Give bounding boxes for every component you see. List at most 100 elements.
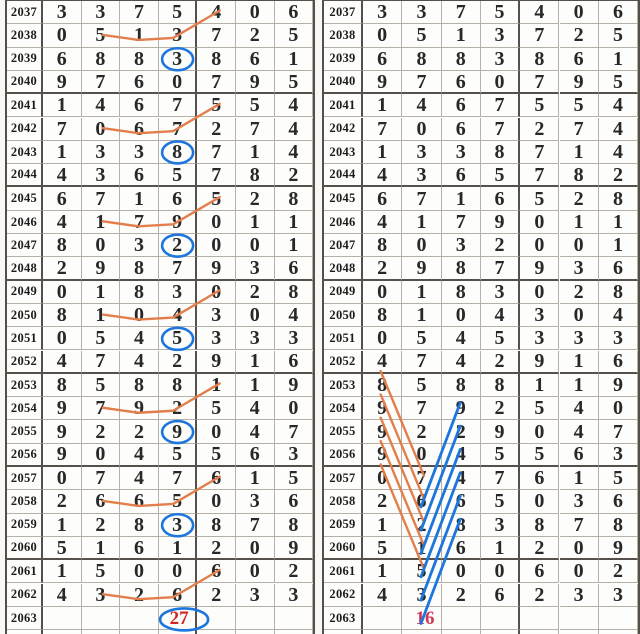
row-label: 2043 bbox=[324, 140, 363, 165]
digit-cell: 5 bbox=[158, 327, 198, 351]
digit-cell: 7 bbox=[274, 420, 314, 444]
digit-cell: 7 bbox=[81, 187, 121, 211]
digit-cell: 5 bbox=[480, 1, 521, 25]
row-label bbox=[324, 630, 363, 634]
digit-cell: 6 bbox=[441, 164, 481, 188]
row-label: 2060 bbox=[7, 536, 43, 561]
digit-cell: 8 bbox=[480, 373, 521, 398]
digit-cell: 7 bbox=[81, 467, 121, 491]
digit-cell: 0 bbox=[158, 560, 198, 584]
digit-cell: 7 bbox=[120, 1, 159, 25]
digit-cell: 2 bbox=[559, 280, 599, 304]
digit-cell: 1 bbox=[559, 210, 599, 234]
digit-cell: 9 bbox=[197, 257, 236, 281]
digit-cell: 2 bbox=[402, 420, 442, 444]
digit-cell: 0 bbox=[363, 24, 403, 48]
digit-cell: 3 bbox=[81, 583, 121, 607]
digit-cell: 3 bbox=[559, 490, 599, 514]
digit-cell bbox=[197, 606, 236, 631]
digit-cell: 6 bbox=[363, 187, 403, 211]
digit-cell: 2 bbox=[480, 350, 521, 374]
digit-cell: 0 bbox=[197, 420, 236, 444]
digit-cell: 9 bbox=[197, 350, 236, 374]
digit-cell: 7 bbox=[81, 397, 121, 421]
digit-cell: 5 bbox=[81, 373, 121, 398]
digit-cell: 7 bbox=[441, 1, 481, 25]
row-label: 2058 bbox=[7, 490, 43, 514]
digit-cell bbox=[560, 630, 599, 634]
digit-cell: 0 bbox=[43, 280, 82, 304]
digit-cell: 6 bbox=[480, 583, 521, 607]
digit-cell: 4 bbox=[236, 397, 275, 421]
digit-cell: 7 bbox=[197, 140, 236, 165]
digit-cell: 4 bbox=[363, 210, 403, 234]
digit-cell: 2 bbox=[441, 583, 481, 607]
digit-cell: 4 bbox=[441, 327, 481, 351]
digit-cell: 3 bbox=[598, 327, 639, 351]
digit-cell: 0 bbox=[197, 210, 236, 234]
digit-cell: 4 bbox=[43, 164, 82, 188]
digit-cell: 2 bbox=[480, 234, 521, 258]
digit-cell: 3 bbox=[480, 513, 521, 537]
digit-cell: 2 bbox=[236, 187, 275, 211]
digit-cell: 1 bbox=[441, 24, 481, 48]
row-label: 2046 bbox=[324, 210, 363, 234]
digit-cell: 8 bbox=[480, 140, 521, 165]
digit-cell: 5 bbox=[197, 94, 236, 118]
digit-cell: 8 bbox=[363, 373, 403, 398]
digit-cell: 4 bbox=[598, 117, 639, 141]
digit-cell: 6 bbox=[274, 490, 314, 514]
row-label: 2063 bbox=[7, 606, 43, 631]
digit-cell: 3 bbox=[402, 1, 442, 25]
digit-cell: 8 bbox=[274, 513, 314, 537]
digit-cell: 5 bbox=[598, 70, 639, 95]
digit-cell: 9 bbox=[402, 257, 442, 281]
digit-cell: 0 bbox=[81, 117, 121, 141]
digit-cell bbox=[274, 606, 314, 631]
digit-cell: 3 bbox=[158, 24, 198, 48]
row-label: 2041 bbox=[7, 94, 43, 118]
digit-cell: 6 bbox=[441, 117, 481, 141]
digit-cell: 5 bbox=[158, 490, 198, 514]
digit-cell: 7 bbox=[480, 467, 521, 491]
row-label: 2047 bbox=[7, 234, 43, 258]
digit-cell: 5 bbox=[197, 187, 236, 211]
row-label: 2040 bbox=[324, 70, 363, 95]
digit-cell: 5 bbox=[598, 24, 639, 48]
digit-cell: 6 bbox=[236, 47, 275, 71]
digit-cell: 7 bbox=[480, 94, 521, 118]
digit-cell: 0 bbox=[559, 234, 599, 258]
row-label: 2044 bbox=[324, 164, 363, 188]
digit-cell: 3 bbox=[559, 583, 599, 607]
digit-cell: 3 bbox=[520, 327, 560, 351]
digit-cell: 1 bbox=[598, 47, 639, 71]
digit-cell bbox=[599, 630, 639, 634]
digit-cell: 0 bbox=[363, 280, 403, 304]
digit-cell: 6 bbox=[81, 490, 121, 514]
digit-cell: 0 bbox=[441, 560, 481, 584]
digit-cell: 2 bbox=[274, 164, 314, 188]
digit-cell: 6 bbox=[598, 1, 639, 25]
digit-cell: 3 bbox=[236, 583, 275, 607]
row-label: 2049 bbox=[324, 280, 363, 304]
digit-cell: 7 bbox=[236, 513, 275, 537]
digit-cell bbox=[82, 630, 121, 634]
digit-cell: 4 bbox=[363, 164, 403, 188]
digit-cell: 1 bbox=[81, 303, 121, 328]
row-label: 2049 bbox=[7, 280, 43, 304]
digit-cell: 7 bbox=[158, 257, 198, 281]
digit-cell bbox=[480, 606, 521, 631]
digit-cell: 2 bbox=[598, 560, 639, 584]
digit-cell: 8 bbox=[120, 257, 159, 281]
digit-cell: 0 bbox=[197, 234, 236, 258]
digit-cell: 3 bbox=[598, 443, 639, 467]
digit-cell: 0 bbox=[520, 210, 560, 234]
digit-cell: 1 bbox=[363, 513, 403, 537]
digit-cell: 5 bbox=[274, 70, 314, 95]
digit-cell: 1 bbox=[402, 303, 442, 328]
row-label: 2041 bbox=[324, 94, 363, 118]
digit-cell: 9 bbox=[520, 350, 560, 374]
digit-cell: 0 bbox=[236, 560, 275, 584]
digit-cell: 2 bbox=[197, 117, 236, 141]
digit-cell: 8 bbox=[274, 187, 314, 211]
